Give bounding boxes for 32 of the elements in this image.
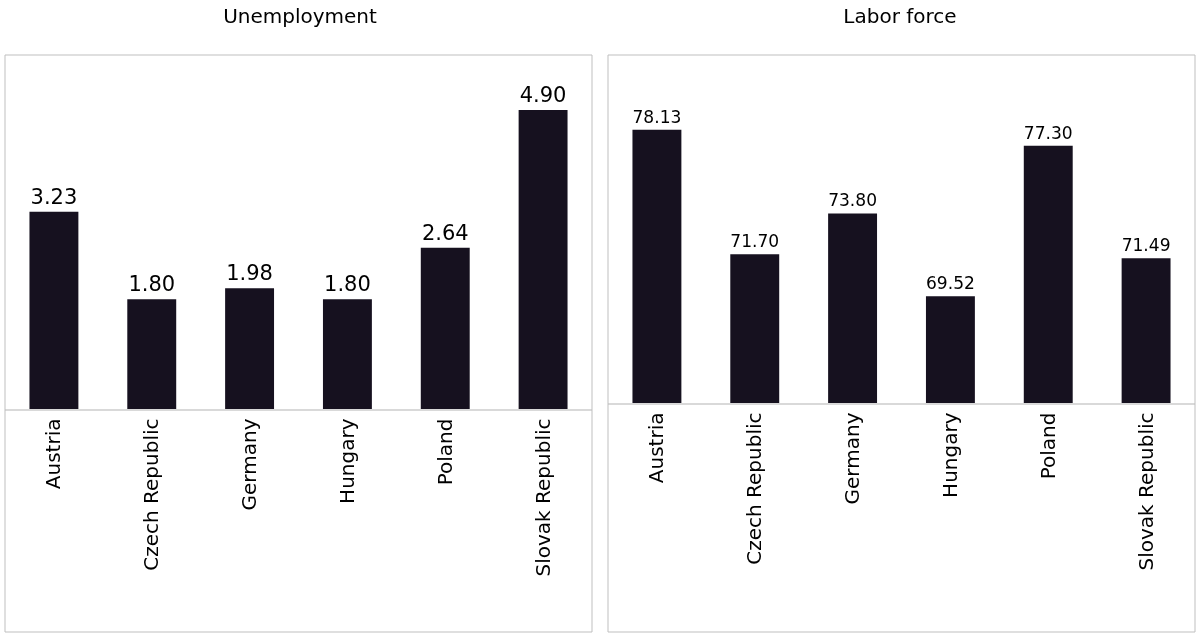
x-tick-label: Slovak Republic	[1133, 412, 1158, 571]
x-tick-label: Germany	[840, 412, 865, 505]
data-label: 73.80	[828, 190, 878, 211]
x-tick-label: Poland	[432, 418, 457, 486]
data-label: 71.70	[730, 231, 780, 252]
data-label: 1.80	[324, 272, 371, 297]
data-label: 77.30	[1023, 122, 1073, 143]
data-label: 4.90	[519, 82, 567, 107]
x-tick-label: Czech Republic	[139, 418, 164, 571]
x-tick-label: Hungary	[937, 412, 962, 498]
bar	[127, 299, 177, 409]
x-tick-label: Austria	[41, 418, 66, 490]
data-label: 2.64	[421, 220, 469, 245]
bar	[225, 288, 275, 409]
bar	[29, 211, 79, 409]
bar	[322, 299, 372, 409]
chart-title: Unemployment	[223, 4, 378, 29]
x-tick-label: Hungary	[334, 418, 359, 504]
x-tick-label: Czech Republic	[742, 412, 767, 565]
bar	[420, 247, 470, 409]
data-label: 71.49	[1121, 235, 1171, 256]
bar	[518, 109, 568, 409]
x-tick-label: Slovak Republic	[530, 418, 555, 577]
data-label: 1.80	[128, 272, 176, 297]
data-label: 3.23	[30, 184, 78, 209]
data-label: 78.13	[632, 106, 682, 127]
x-tick-label: Austria	[644, 412, 669, 484]
x-tick-label: Poland	[1035, 412, 1060, 480]
x-tick-label: Germany	[237, 418, 262, 511]
data-label: 1.98	[226, 261, 273, 286]
data-label: 69.52	[925, 273, 975, 294]
chart-title: Labor force	[843, 4, 957, 29]
